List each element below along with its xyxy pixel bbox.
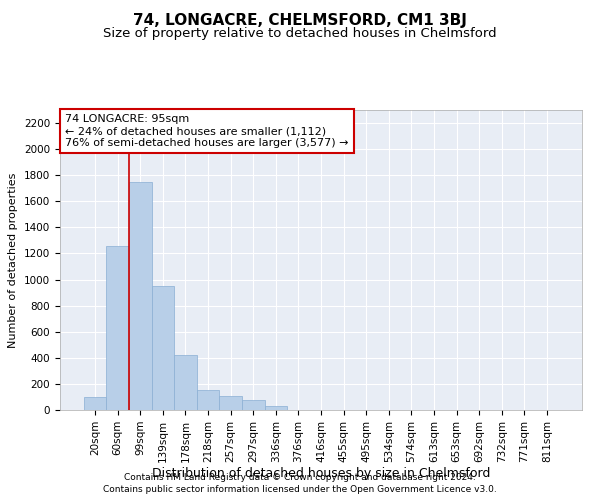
Text: Contains public sector information licensed under the Open Government Licence v3: Contains public sector information licen…	[103, 485, 497, 494]
X-axis label: Distribution of detached houses by size in Chelmsford: Distribution of detached houses by size …	[152, 468, 490, 480]
Text: 74, LONGACRE, CHELMSFORD, CM1 3BJ: 74, LONGACRE, CHELMSFORD, CM1 3BJ	[133, 12, 467, 28]
Bar	[106, 246, 129, 410]
Bar	[84, 397, 106, 410]
Bar	[152, 286, 174, 410]
Text: 74 LONGACRE: 95sqm
← 24% of detached houses are smaller (1,112)
76% of semi-deta: 74 LONGACRE: 95sqm ← 24% of detached hou…	[65, 114, 349, 148]
Bar	[197, 390, 220, 410]
Bar	[220, 396, 242, 410]
Bar	[242, 400, 265, 410]
Y-axis label: Number of detached properties: Number of detached properties	[8, 172, 19, 348]
Bar	[129, 182, 152, 410]
Bar	[265, 406, 287, 410]
Bar	[174, 355, 197, 410]
Text: Size of property relative to detached houses in Chelmsford: Size of property relative to detached ho…	[103, 28, 497, 40]
Text: Contains HM Land Registry data © Crown copyright and database right 2024.: Contains HM Land Registry data © Crown c…	[124, 472, 476, 482]
